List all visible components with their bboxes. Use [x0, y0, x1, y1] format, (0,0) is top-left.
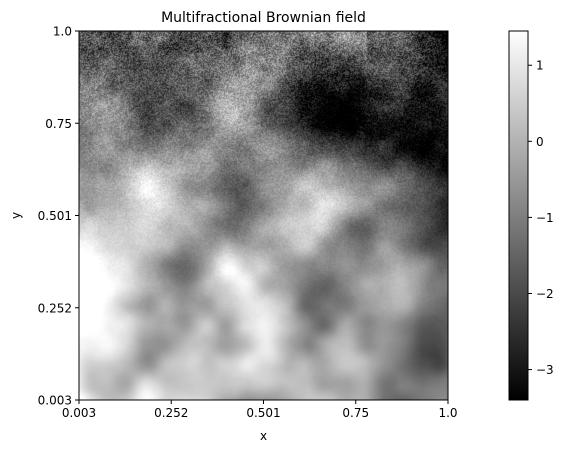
y-tick-label: 0.252 — [38, 301, 72, 315]
colorbar-tick-label: −3 — [536, 363, 554, 377]
y-tick-label: 0.501 — [38, 209, 72, 223]
colorbar-tick-label: 0 — [536, 135, 544, 149]
x-tick-label: 0.75 — [342, 406, 369, 420]
y-tick-label: 0.75 — [45, 117, 72, 131]
y-tick-label: 0.003 — [38, 394, 72, 408]
y-axis-label: y — [9, 212, 23, 219]
x-tick-label: 1.0 — [438, 406, 457, 420]
colorbar-tick-label: 1 — [536, 59, 544, 73]
y-tick-label: 1.0 — [53, 25, 72, 39]
chart-title: Multifractional Brownian field — [161, 10, 366, 26]
x-tick-label: 0.003 — [62, 406, 96, 420]
colorbar — [508, 30, 529, 401]
x-axis: 0.003 0.252 0.501 0.75 1.0 — [62, 400, 458, 420]
x-axis-label: x — [260, 429, 267, 443]
colorbar-tick-label: −2 — [536, 287, 554, 301]
y-axis: 0.003 0.252 0.501 0.75 1.0 — [38, 25, 79, 408]
x-tick-label: 0.252 — [154, 406, 188, 420]
colorbar-axis: 1 0 −1 −2 −3 — [528, 59, 554, 377]
field-image — [79, 31, 448, 400]
x-tick-label: 0.501 — [246, 406, 280, 420]
colorbar-tick-label: −1 — [536, 211, 554, 225]
